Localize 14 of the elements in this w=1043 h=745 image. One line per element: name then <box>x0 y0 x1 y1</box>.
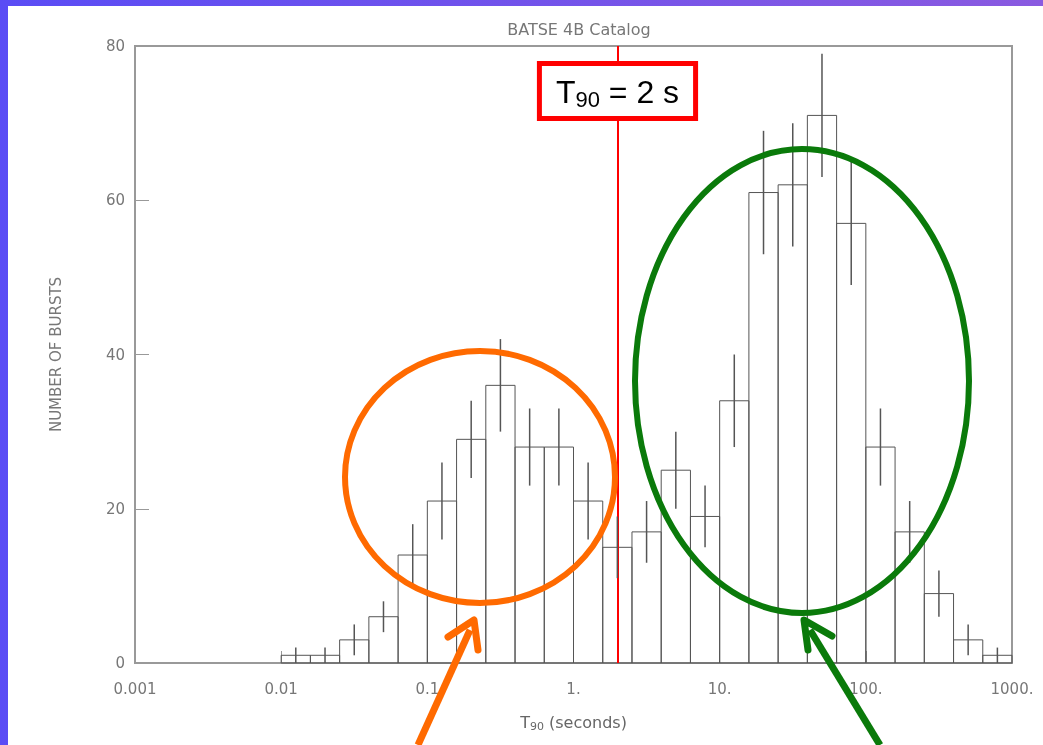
x-tick-label: 1000. <box>990 679 1034 698</box>
chart-title: BATSE 4B Catalog <box>507 19 651 39</box>
x-tick-label: 10. <box>707 679 732 698</box>
x-tick-label: 0.1 <box>415 679 440 698</box>
y-tick-label: 20 <box>105 499 125 518</box>
y-tick-label: 60 <box>105 191 125 210</box>
x-tick-label: 0.01 <box>264 679 298 698</box>
x-tick-label: 1. <box>566 679 581 698</box>
y-tick-label: 0 <box>115 654 125 672</box>
y-axis-title: NUMBER OF BURSTS <box>46 276 65 433</box>
x-tick-label: 100. <box>849 679 883 698</box>
y-tick-label: 40 <box>105 345 125 364</box>
y-tick-label: 80 <box>105 37 125 55</box>
x-tick-label: 0.001 <box>113 679 157 698</box>
